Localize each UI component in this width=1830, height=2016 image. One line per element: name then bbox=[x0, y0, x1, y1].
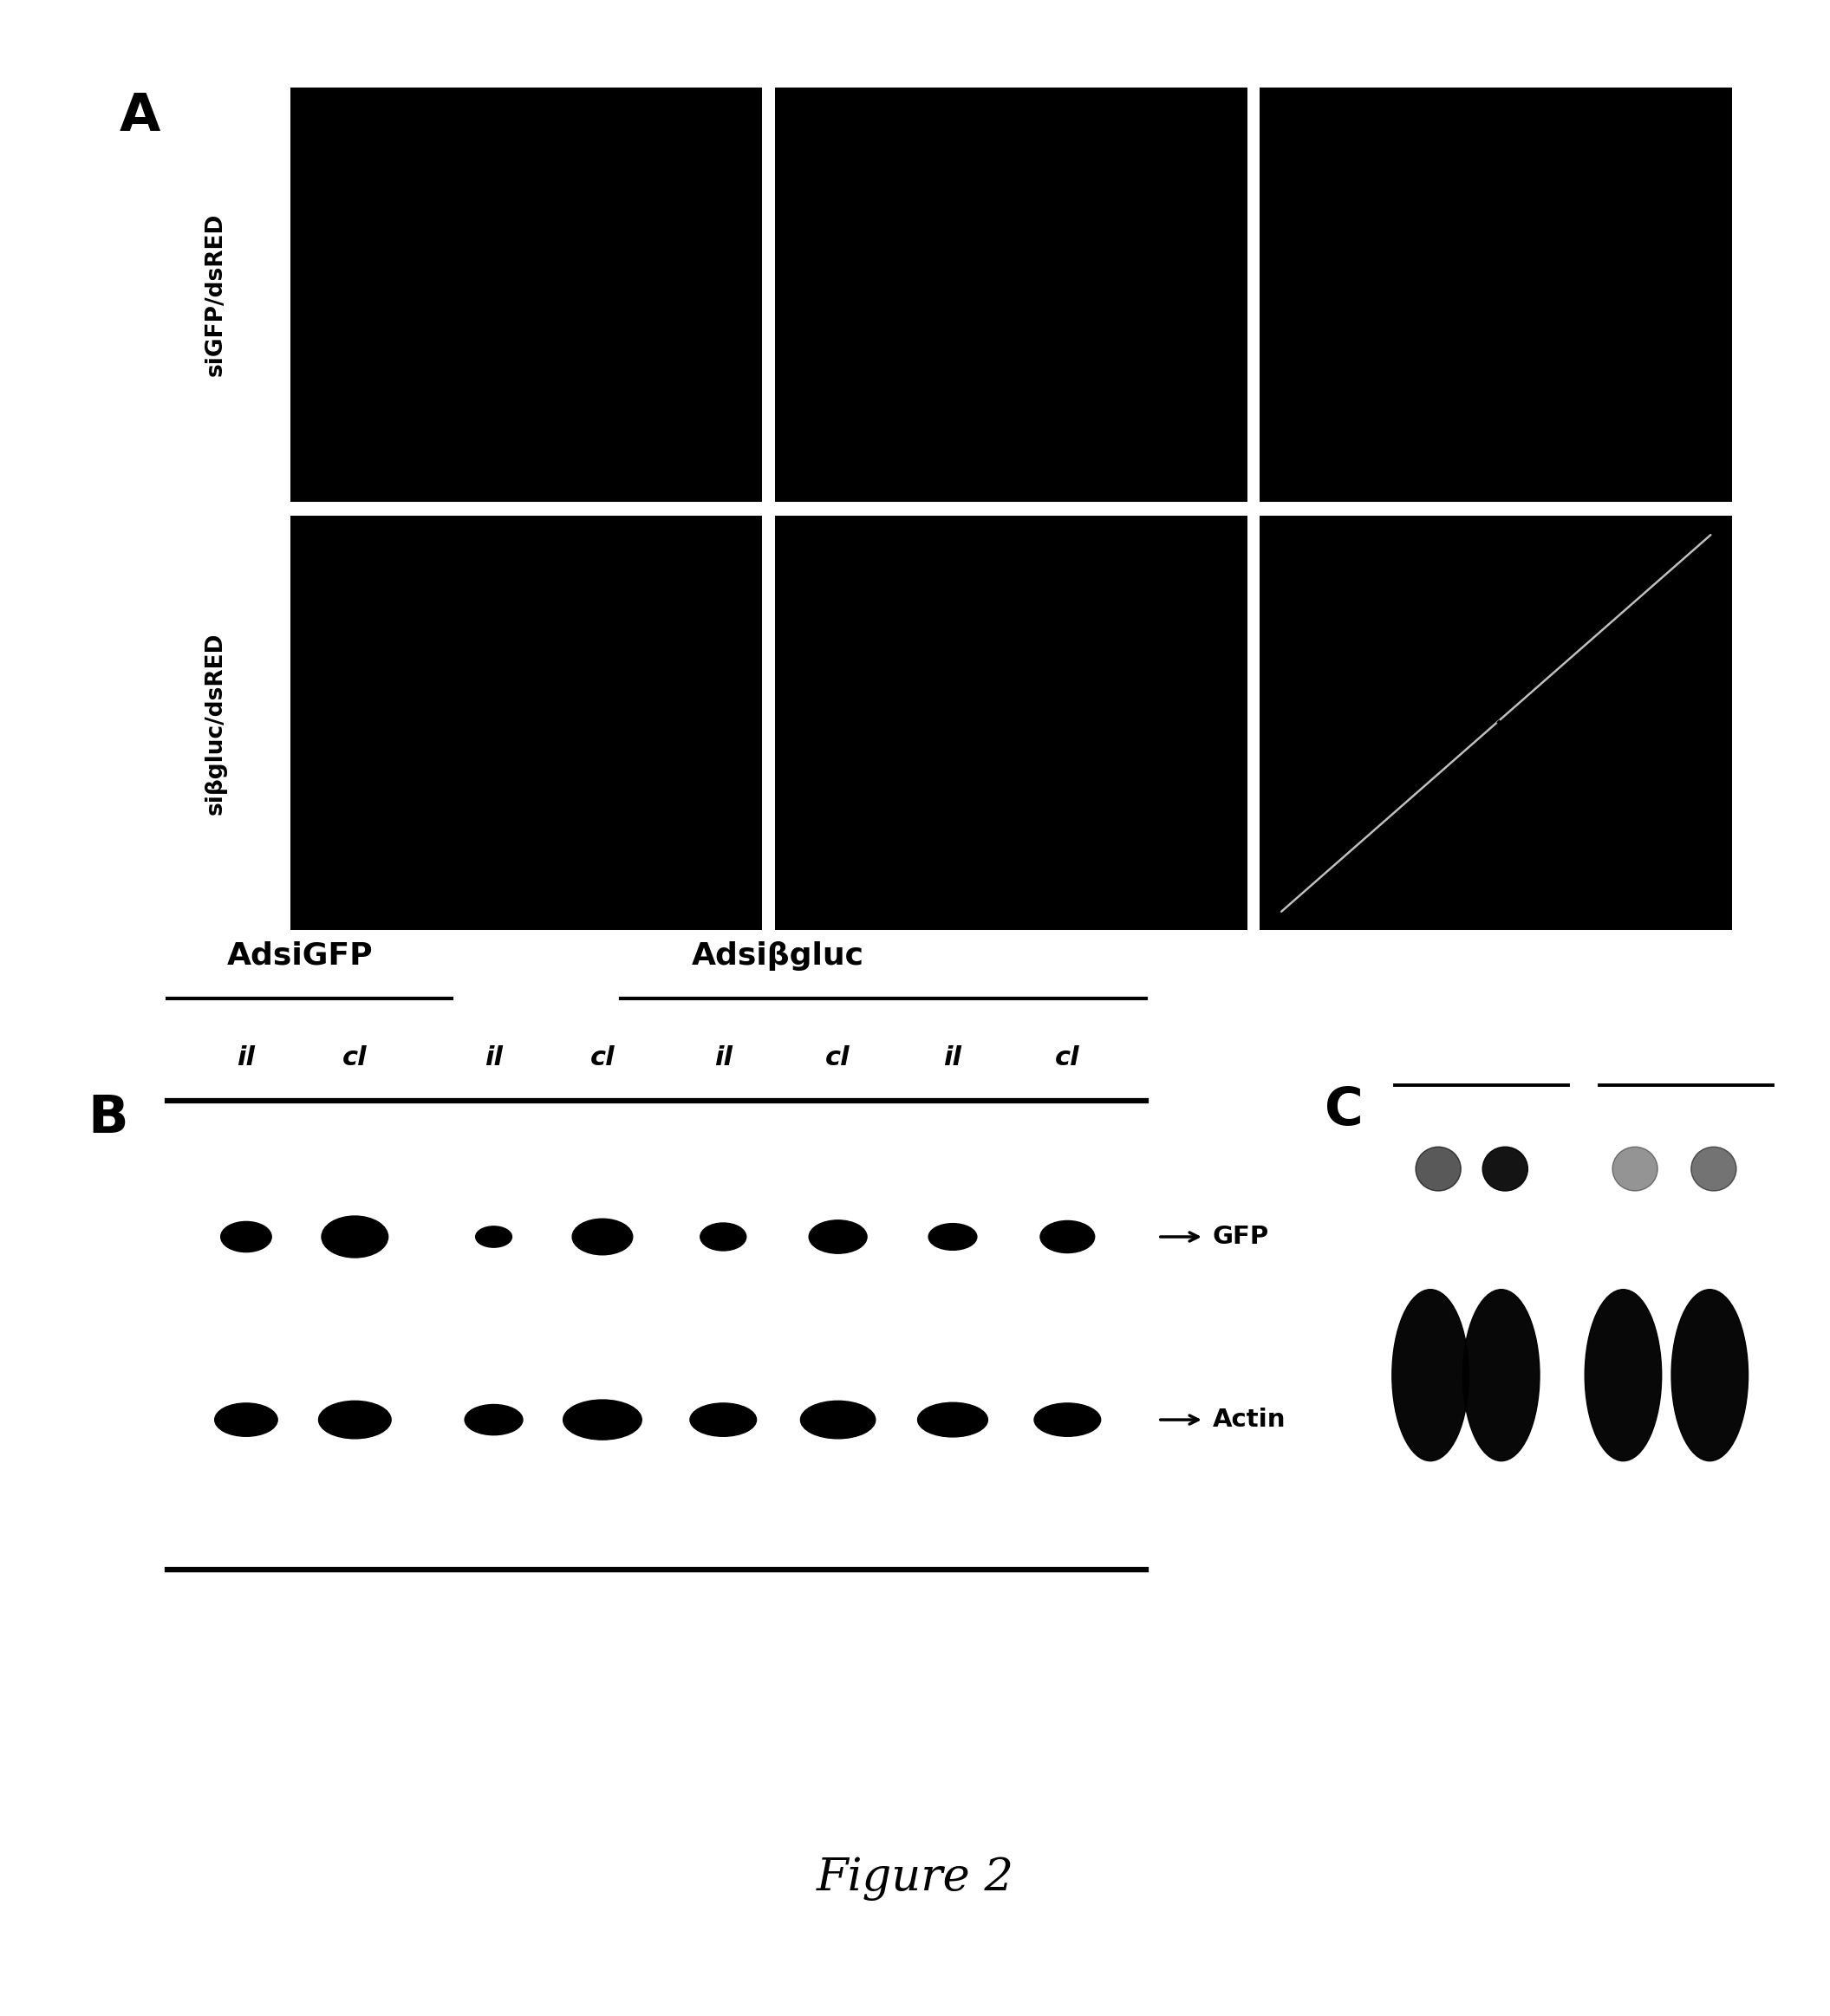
Text: Figure 2: Figure 2 bbox=[816, 1857, 1014, 1901]
Ellipse shape bbox=[701, 1224, 747, 1250]
Text: il: il bbox=[485, 1046, 503, 1070]
Ellipse shape bbox=[800, 1401, 875, 1439]
Text: AdsiGFP: AdsiGFP bbox=[227, 941, 373, 972]
Text: il: il bbox=[238, 1046, 254, 1070]
Ellipse shape bbox=[690, 1403, 756, 1435]
Ellipse shape bbox=[928, 1224, 977, 1250]
Ellipse shape bbox=[809, 1220, 867, 1254]
Ellipse shape bbox=[1039, 1222, 1094, 1252]
Text: il: il bbox=[944, 1046, 963, 1070]
Text: cl: cl bbox=[1056, 1046, 1080, 1070]
Ellipse shape bbox=[1462, 1290, 1539, 1462]
Ellipse shape bbox=[1482, 1147, 1528, 1191]
Text: A: A bbox=[119, 91, 159, 141]
Ellipse shape bbox=[221, 1222, 271, 1252]
Text: siβgluc/dsRED: siβgluc/dsRED bbox=[205, 633, 227, 814]
Ellipse shape bbox=[917, 1403, 988, 1437]
Ellipse shape bbox=[1671, 1290, 1748, 1462]
Ellipse shape bbox=[318, 1401, 392, 1439]
Ellipse shape bbox=[1612, 1147, 1658, 1191]
Text: Adsiβgluc: Adsiβgluc bbox=[692, 941, 864, 972]
Ellipse shape bbox=[476, 1226, 512, 1248]
Ellipse shape bbox=[214, 1403, 278, 1435]
Text: Actin: Actin bbox=[1211, 1407, 1286, 1431]
Text: siGFP/dsRED: siGFP/dsRED bbox=[205, 214, 227, 377]
Ellipse shape bbox=[1691, 1147, 1737, 1191]
Ellipse shape bbox=[322, 1216, 388, 1258]
Text: cl: cl bbox=[825, 1046, 851, 1070]
Ellipse shape bbox=[1034, 1403, 1100, 1435]
Ellipse shape bbox=[465, 1405, 523, 1435]
Ellipse shape bbox=[564, 1399, 642, 1439]
Ellipse shape bbox=[573, 1220, 633, 1254]
Text: GFP: GFP bbox=[1211, 1224, 1268, 1250]
Text: il: il bbox=[714, 1046, 732, 1070]
Text: cl: cl bbox=[589, 1046, 615, 1070]
Text: Adsiβgal: Adsiβgal bbox=[1427, 718, 1517, 806]
Ellipse shape bbox=[1416, 1147, 1460, 1191]
Ellipse shape bbox=[1393, 1290, 1469, 1462]
Text: B: B bbox=[88, 1093, 128, 1143]
Ellipse shape bbox=[1585, 1290, 1662, 1462]
Text: AdsiMuβgluc: AdsiMuβgluc bbox=[1612, 681, 1737, 806]
Text: cl: cl bbox=[342, 1046, 368, 1070]
Text: C: C bbox=[1325, 1085, 1363, 1137]
